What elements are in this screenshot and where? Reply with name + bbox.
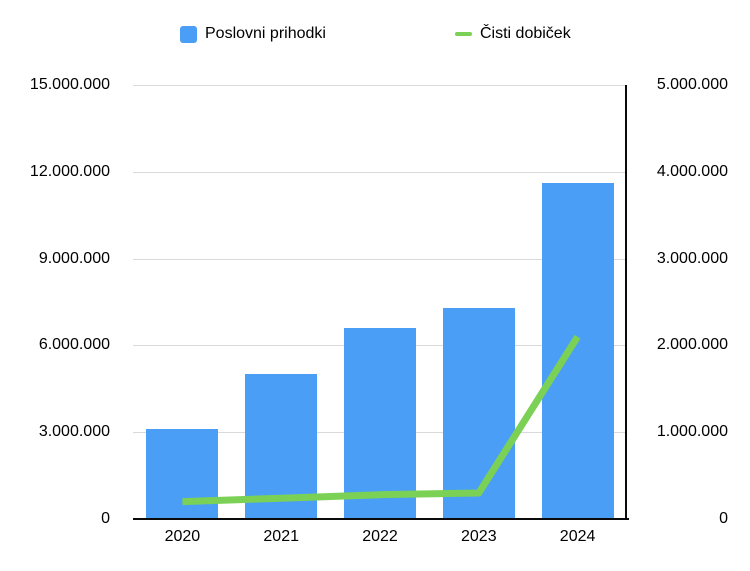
left-axis-tick-labels: 15.000.000 12.000.000 9.000.000 6.000.000 3.… xyxy=(0,76,110,527)
legend-swatch-line-icon xyxy=(455,32,472,36)
legend-label-poslovni-prihodki: Poslovni prihodki xyxy=(205,25,326,42)
gridline xyxy=(133,171,627,173)
gridline xyxy=(133,85,627,86)
axis-tick-label: 3.000.000 xyxy=(656,249,728,267)
gridline xyxy=(133,258,627,260)
axis-tick-label: 5.000.000 xyxy=(656,76,728,93)
axis-tick-label: 2.000.000 xyxy=(656,336,728,354)
legend-item-poslovni-prihodki: Poslovni prihodki xyxy=(180,25,326,43)
x-axis-tick-labels: 2020 2021 2022 2023 2024 xyxy=(133,527,627,547)
x-axis-line xyxy=(133,518,629,520)
axis-tick-label: 12.000.000 xyxy=(29,162,110,180)
axis-tick-label: 3.000.000 xyxy=(38,423,110,441)
net-profit-line xyxy=(182,334,581,506)
axis-tick-label: 1.000.000 xyxy=(656,423,728,441)
x-tick-label-2023: 2023 xyxy=(461,528,497,545)
bar-2023 xyxy=(442,307,515,519)
axis-tick-label: 0 xyxy=(719,510,728,527)
bar-2024 xyxy=(541,183,614,519)
bar-2022 xyxy=(344,328,416,519)
plot-area xyxy=(133,85,629,520)
x-tick-label-2021: 2021 xyxy=(263,528,299,545)
legend-item-cisti-dobicek: Čisti dobiček xyxy=(455,25,571,43)
legend-label-cisti-dobicek: Čisti dobiček xyxy=(480,25,571,42)
right-axis-line xyxy=(625,85,627,520)
axis-tick-label: 15.000.000 xyxy=(29,76,110,93)
x-tick-label-2024: 2024 xyxy=(559,528,596,545)
axis-tick-label: 9.000.000 xyxy=(38,249,110,267)
legend-swatch-bar-icon xyxy=(180,25,197,43)
x-tick-label-2020: 2020 xyxy=(164,528,201,545)
x-tick-label-2022: 2022 xyxy=(362,528,398,545)
right-axis-tick-labels: 5.000.000 4.000.000 3.000.000 2.000.000 1.00… xyxy=(627,76,728,527)
axis-tick-label: 4.000.000 xyxy=(656,162,728,180)
axis-tick-label: 0 xyxy=(101,510,110,527)
line-layer xyxy=(182,334,581,506)
axis-tick-label: 6.000.000 xyxy=(38,336,110,354)
